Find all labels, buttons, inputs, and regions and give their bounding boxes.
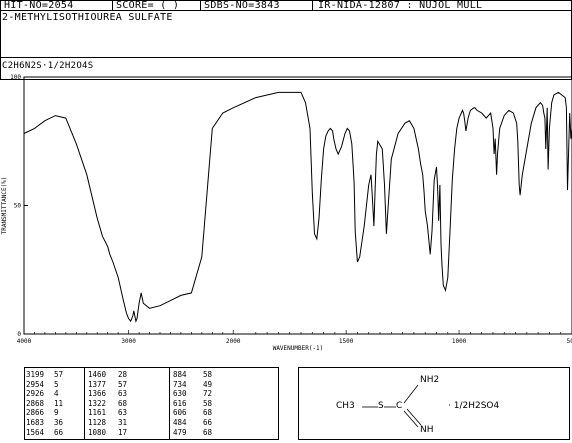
- x-tick-label: 2000: [226, 338, 241, 345]
- peak-intensity: 11: [54, 398, 64, 408]
- hit-number: HIT-NO=2054: [4, 0, 74, 11]
- carbon-atom: C: [396, 401, 403, 411]
- molecular-formula: C2H6N2S·1/2H2O4S: [2, 61, 94, 71]
- header-divider-bottom: [0, 57, 572, 58]
- peak-intensity: 58: [203, 370, 213, 379]
- y-axis-label: TRANSMITTANCE(%): [1, 177, 8, 235]
- peak-intensity: 4: [54, 389, 59, 399]
- peak-table: 3199 57 1460 28 884 58 2954 5 1377 57 734 49 2926 4 13…: [24, 367, 279, 440]
- peak-intensity: 31: [118, 418, 128, 427]
- y-tick-label: 100: [10, 74, 21, 81]
- peak-table-frame: [24, 367, 279, 440]
- peak-intensity: 28: [118, 370, 128, 379]
- y-axis: 100 50 0: [10, 74, 28, 338]
- peak-wavenumber: 484: [173, 418, 187, 427]
- salt-fraction: · 1/2H2SO4: [448, 401, 500, 411]
- score: SCORE= ( ): [116, 0, 180, 11]
- peak-intensity: 49: [203, 379, 213, 389]
- plot-frame: [23, 76, 572, 335]
- peak-wavenumber: 479: [173, 427, 187, 437]
- peak-intensity: 36: [54, 418, 64, 427]
- header-divider-top: [0, 10, 572, 11]
- peak-intensity: 63: [118, 408, 128, 418]
- peak-wavenumber: 3199: [26, 370, 45, 379]
- peak-intensity: 63: [118, 389, 128, 399]
- spectrum-line: [23, 91, 572, 323]
- x-tick-label: 1000: [452, 338, 467, 345]
- compound-name: 2-METHYLISOTHIOUREA SULFATE: [2, 12, 173, 23]
- sulfur-atom: S: [378, 401, 384, 411]
- x-axis: 4000 3000 2000 1500 1000 500: [17, 330, 572, 345]
- header-sep-1: [112, 0, 113, 11]
- bond-c-nh-1: [403, 410, 419, 428]
- bond-c-nh2: [403, 384, 419, 404]
- peak-col-divider-1: [84, 367, 85, 440]
- peak-wavenumber: 1161: [88, 408, 107, 418]
- peak-intensity: 66: [54, 427, 64, 437]
- y-tick-label: 0: [17, 331, 21, 338]
- peak-intensity: 58: [203, 398, 213, 408]
- spectrum-header: HIT-NO=2054 SCORE= ( ) SDBS-NO=3843 IR-N…: [0, 0, 572, 80]
- structure-diagram: CH3 S C NH2 NH · 1/2H2SO4: [298, 367, 570, 440]
- x-tick-label: 1500: [339, 338, 354, 345]
- peak-wavenumber: 2866: [26, 408, 45, 418]
- peak-wavenumber: 1128: [88, 418, 107, 427]
- peak-wavenumber: 1683: [26, 418, 45, 427]
- peak-wavenumber: 1377: [88, 379, 107, 389]
- header-sep-3: [312, 0, 313, 11]
- peak-intensity: 9: [54, 408, 59, 418]
- peak-col-divider-2: [169, 367, 170, 440]
- peak-wavenumber: 1564: [26, 427, 45, 437]
- peak-wavenumber: 1460: [88, 370, 107, 379]
- peak-wavenumber: 1080: [88, 427, 107, 437]
- peak-wavenumber: 630: [173, 389, 187, 399]
- peak-intensity: 17: [118, 427, 128, 437]
- x-tick-label: 500: [567, 338, 572, 345]
- bond-c-nh-2: [406, 408, 422, 426]
- peak-wavenumber: 616: [173, 398, 187, 408]
- sdbs-number: SDBS-NO=3843: [204, 0, 280, 11]
- peak-wavenumber: 606: [173, 408, 187, 418]
- peak-wavenumber: 2926: [26, 389, 45, 399]
- peak-wavenumber: 2954: [26, 379, 45, 389]
- peak-wavenumber: 2868: [26, 398, 45, 408]
- peak-intensity: 66: [203, 418, 213, 427]
- header-sep-2: [200, 0, 201, 11]
- x-axis-label: WAVENUMBER(-1): [273, 345, 324, 352]
- peak-intensity: 68: [118, 398, 128, 408]
- peak-intensity: 68: [203, 427, 213, 437]
- peak-intensity: 57: [118, 379, 128, 389]
- peak-wavenumber: 884: [173, 370, 187, 379]
- methyl-group: CH3: [336, 401, 355, 411]
- x-tick-label: 4000: [17, 338, 32, 345]
- peak-wavenumber: 734: [173, 379, 187, 389]
- peak-intensity: 72: [203, 389, 213, 399]
- ir-info: IR-NIDA-12807 : NUJOL MULL: [318, 0, 483, 11]
- peak-intensity: 5: [54, 379, 59, 389]
- peak-wavenumber: 1322: [88, 398, 107, 408]
- structure-frame: [298, 367, 570, 440]
- peak-wavenumber: 1366: [88, 389, 107, 399]
- structure-bonds: [362, 384, 422, 428]
- peak-intensity: 68: [203, 408, 213, 418]
- y-tick-label: 50: [14, 203, 22, 210]
- peak-intensity: 57: [54, 370, 64, 379]
- imino-group: NH: [420, 425, 434, 435]
- x-tick-label: 3000: [121, 338, 136, 345]
- amino-group: NH2: [420, 375, 440, 385]
